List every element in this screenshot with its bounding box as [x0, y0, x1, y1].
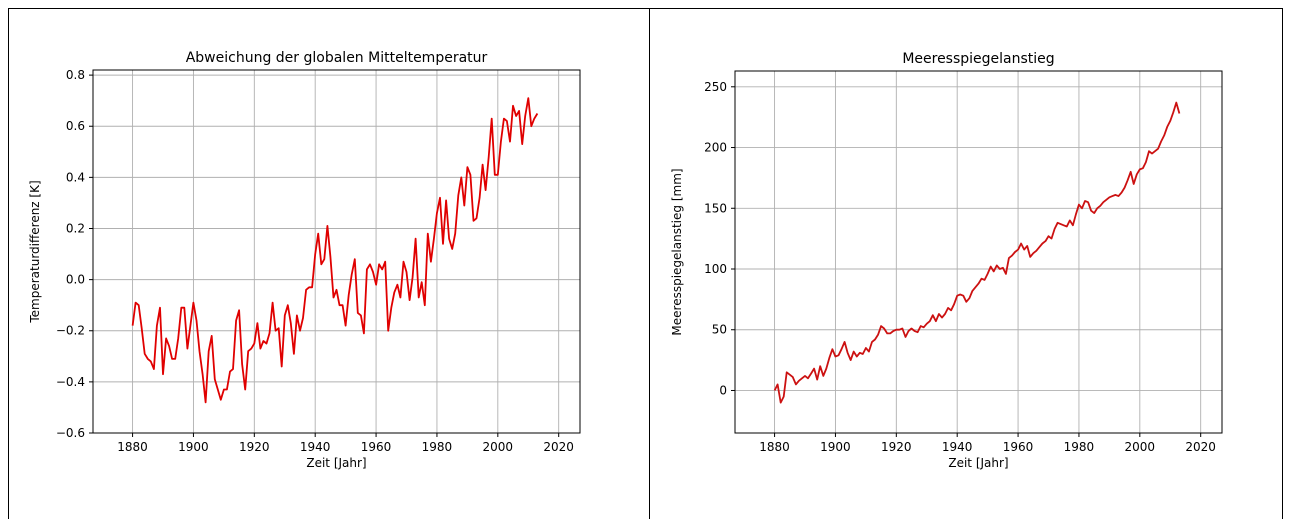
sea-level-y-tick-label-3: 150	[704, 201, 727, 215]
sea-level-grid	[735, 71, 1222, 433]
temperature-axes-frame	[92, 69, 581, 434]
sea-level-x-tick-label-1960: 1960	[1003, 440, 1034, 454]
sea-level-y-tick-label-0: 0	[719, 383, 727, 397]
temperature-y-tick-label-0: −0.6	[56, 426, 85, 440]
sea-level-x-tick-label-1920: 1920	[881, 440, 912, 454]
temperature-y-tick-label-3: 0.0	[66, 273, 85, 287]
temperature-y-tick-label-6: 0.6	[66, 119, 85, 133]
sea-level-x-tick-label-1880: 1880	[759, 440, 790, 454]
sea-level-x-axis-label: Zeit [Jahr]	[948, 456, 1008, 470]
temperature-chart-title: Abweichung der globalen Mitteltemperatur	[186, 50, 488, 66]
right-figure-frame	[650, 8, 1283, 519]
temperature-ticks: 1880 1900 1920 1940 1960 1980 2000 2020 −0.6 −0.4…	[56, 68, 574, 454]
temperature-x-axis-label: Zeit [Jahr]	[306, 456, 366, 470]
temperature-x-tick-label-1980: 1980	[422, 440, 453, 454]
sea-level-y-tick-label-2: 100	[704, 262, 727, 276]
temperature-x-tick-label-1880: 1880	[117, 440, 148, 454]
sea-level-x-tick-label-1900: 1900	[820, 440, 851, 454]
sea-level-series-line	[773, 101, 1181, 404]
temperature-series-line	[131, 97, 539, 404]
temperature-y-tick-label-1: −0.4	[56, 375, 85, 389]
sea-level-y-axis-label: Meeresspiegelanstieg [mm]	[670, 168, 684, 335]
sea-level-x-tick-label-1980: 1980	[1064, 440, 1095, 454]
temperature-x-tick-label-1960: 1960	[361, 440, 392, 454]
sea-level-axes-frame	[734, 70, 1223, 434]
temperature-x-tick-label-1900: 1900	[178, 440, 209, 454]
sea-level-y-tick-label-5: 250	[704, 80, 727, 94]
temperature-x-tick-label-2020: 2020	[543, 440, 574, 454]
temperature-x-tick-label-2000: 2000	[483, 440, 514, 454]
temperature-x-tick-label-1940: 1940	[300, 440, 331, 454]
temperature-y-tick-label-2: −0.2	[56, 324, 85, 338]
sea-level-x-tick-label-1940: 1940	[942, 440, 973, 454]
temperature-x-tick-label-1920: 1920	[239, 440, 270, 454]
temperature-y-axis-label: Temperaturdifferenz [K]	[28, 180, 42, 323]
temperature-y-tick-label-5: 0.4	[66, 170, 85, 184]
left-figure-frame	[8, 8, 650, 519]
sea-level-y-tick-label-1: 50	[712, 323, 727, 337]
sea-level-x-tick-label-2000: 2000	[1125, 440, 1156, 454]
sea-level-x-tick-label-2020: 2020	[1185, 440, 1216, 454]
temperature-y-tick-label-4: 0.2	[66, 221, 85, 235]
sea-level-y-tick-label-4: 200	[704, 141, 727, 155]
temperature-y-tick-label-7: 0.8	[66, 68, 85, 82]
sea-level-ticks: 1880 1900 1920 1940 1960 1980 2000 2020 0 50 100 15…	[704, 80, 1216, 454]
sea-level-chart-title: Meeresspiegelanstieg	[902, 51, 1054, 67]
